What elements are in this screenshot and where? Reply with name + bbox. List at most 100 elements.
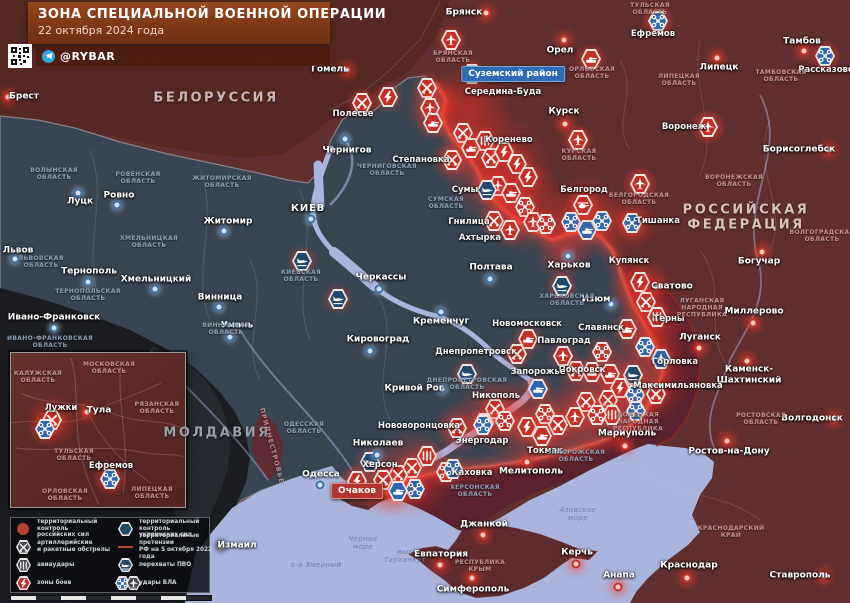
town-label[interactable]: Ахтырка — [458, 232, 502, 243]
city-dot-blue[interactable] — [372, 450, 382, 460]
city-dot-blue[interactable] — [112, 200, 122, 210]
city-dot-blue[interactable] — [436, 307, 446, 317]
city-label[interactable]: Тамбов — [783, 36, 821, 47]
city-dot-blue[interactable] — [365, 346, 375, 356]
city-dot-red[interactable] — [522, 457, 532, 467]
city-label[interactable]: Кременчуг — [412, 316, 470, 327]
city-dot-blue[interactable] — [225, 332, 235, 342]
combat-marker-drone-icon[interactable] — [529, 207, 563, 241]
city-dot-blue[interactable] — [214, 302, 224, 312]
town-label[interactable]: Ефремов — [88, 460, 134, 471]
combat-marker-art-icon[interactable] — [500, 337, 534, 371]
city-label[interactable]: Краснодар — [660, 560, 718, 571]
town-label[interactable]: Гнилица — [448, 216, 490, 227]
combat-marker-drone-icon[interactable] — [466, 408, 500, 442]
city-label[interactable]: Ставрополь — [769, 570, 831, 581]
city-label[interactable]: Брянск — [445, 7, 483, 18]
city-dot-blue[interactable] — [150, 284, 160, 294]
town-label[interactable]: Коренево — [485, 134, 533, 145]
combat-marker-drone-icon[interactable] — [615, 206, 649, 240]
city-label[interactable]: Хмельницкий — [120, 274, 192, 285]
combat-marker-plane-icon[interactable] — [644, 342, 678, 376]
city-dot-red[interactable] — [682, 573, 692, 583]
combat-marker-plane-icon[interactable] — [691, 110, 725, 144]
city-dot-red[interactable] — [467, 573, 477, 583]
town-label[interactable]: Ефремов — [630, 28, 676, 39]
city-label[interactable]: Брест — [9, 91, 39, 102]
town-label[interactable]: Рассказово — [798, 64, 850, 75]
town-label[interactable]: Никополь — [472, 390, 520, 401]
city-label[interactable]: Евпатория — [413, 549, 469, 560]
city-dot-red[interactable] — [651, 282, 661, 292]
town-label[interactable]: Белгород — [560, 184, 608, 195]
combat-marker-heli-icon[interactable] — [566, 188, 600, 222]
city-label[interactable]: Житомир — [203, 216, 253, 227]
city-dot-red[interactable] — [712, 53, 722, 63]
city-dot-blue[interactable] — [306, 214, 316, 224]
city-dot-red[interactable] — [435, 560, 445, 570]
city-dot-red[interactable] — [742, 356, 752, 366]
city-dot-red[interactable] — [82, 407, 92, 417]
city-label[interactable]: Кировоград — [346, 334, 410, 345]
city-dot-red[interactable] — [478, 530, 488, 540]
combat-marker-plane-icon[interactable] — [561, 123, 595, 157]
city-label[interactable]: Луганск — [679, 332, 721, 343]
city-label[interactable]: Каменск- Шахтинский — [716, 364, 782, 385]
city-dot-red[interactable] — [613, 582, 623, 592]
city-label[interactable]: Мариуполь — [597, 428, 657, 439]
callout-blue[interactable]: Суземский район — [461, 66, 565, 82]
city-label[interactable]: Чернигов — [322, 145, 372, 156]
town-label[interactable]: Каховка — [451, 467, 493, 478]
city-dot-red[interactable] — [3, 92, 13, 102]
town-label[interactable]: Павлоград — [537, 335, 591, 346]
city-label[interactable]: Гомель — [311, 64, 349, 75]
city-label[interactable]: Курск — [548, 106, 580, 117]
city-label[interactable]: Николаев — [352, 438, 404, 449]
combat-marker-pvo-icon[interactable] — [450, 357, 484, 391]
city-label[interactable]: Харьков — [547, 260, 591, 271]
city-dot-blue[interactable] — [10, 254, 20, 264]
city-label[interactable]: Симферополь — [436, 584, 510, 595]
callout-red[interactable]: Очаков — [331, 483, 383, 499]
city-label[interactable]: Волгодонск — [781, 413, 843, 424]
town-label[interactable]: Горловка — [651, 356, 699, 367]
town-label[interactable]: Херсон — [362, 459, 398, 470]
combat-marker-tank-icon[interactable] — [610, 312, 644, 346]
city-label[interactable]: Керчь — [561, 547, 593, 558]
city-dot-blue[interactable] — [485, 274, 495, 284]
town-label[interactable]: Славянск — [578, 322, 624, 333]
city-label[interactable]: Орел — [546, 45, 574, 56]
combat-marker-art-icon[interactable] — [639, 377, 673, 411]
combat-marker-art-icon[interactable] — [440, 411, 474, 445]
city-label[interactable]: Джанкой — [460, 519, 508, 530]
city-label[interactable]: Изюм — [581, 294, 611, 305]
town-label[interactable]: Тишанка — [636, 215, 680, 226]
town-label[interactable]: Воронеж — [661, 121, 707, 132]
combat-marker-ltg-icon[interactable] — [371, 80, 405, 114]
city-dot-red[interactable] — [571, 559, 581, 569]
town-label[interactable]: Купянск — [608, 255, 650, 266]
rybar-banner[interactable]: @RYBAR — [36, 46, 330, 66]
combat-marker-pvo-icon[interactable] — [321, 282, 355, 316]
city-dot-red[interactable] — [342, 65, 352, 75]
city-label[interactable]: Ивано-Франковск — [7, 312, 101, 323]
town-label[interactable]: Максимильяновка — [633, 380, 723, 391]
combat-marker-plane-icon[interactable] — [434, 23, 468, 57]
combat-marker-bomb-icon[interactable] — [640, 300, 674, 334]
combat-marker-pvo-icon[interactable] — [545, 269, 579, 303]
combat-marker-drone-icon[interactable] — [585, 204, 619, 238]
town-label[interactable]: Новомосковск — [492, 318, 562, 329]
city-dot-red[interactable] — [757, 247, 767, 257]
city-label[interactable]: Луцк — [66, 196, 94, 207]
combat-marker-tank-icon[interactable] — [381, 474, 415, 508]
city-label[interactable]: Сватово — [651, 281, 693, 292]
combat-marker-tank-icon[interactable] — [574, 42, 608, 76]
city-dot-blue[interactable] — [315, 480, 325, 490]
city-dot-red[interactable] — [481, 8, 491, 18]
city-label[interactable]: Липецк — [699, 62, 739, 73]
city-dot-blue[interactable] — [219, 226, 229, 236]
city-label[interactable]: Умань — [220, 320, 254, 331]
city-label[interactable]: Анапа — [603, 570, 635, 581]
combat-marker-plane-icon[interactable] — [493, 213, 527, 247]
combat-marker-drone-icon[interactable] — [28, 412, 62, 446]
